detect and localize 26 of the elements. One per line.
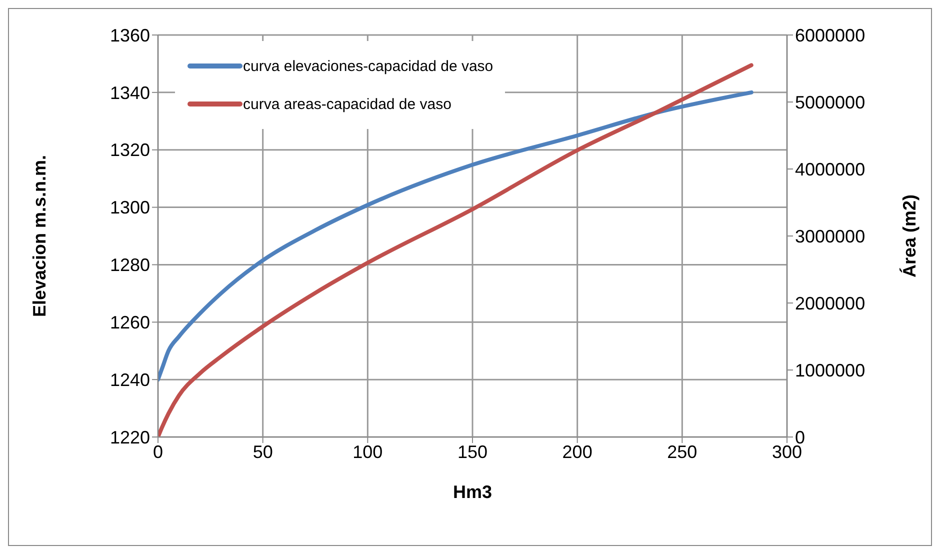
y-tick-label: 1220	[110, 427, 150, 448]
x-tick-label: 200	[562, 442, 592, 462]
y2-tick-label: 1000000	[795, 360, 866, 380]
y-tick-label: 1260	[110, 312, 150, 333]
x-tick-label: 0	[152, 442, 164, 462]
y-tick-label: 1320	[110, 140, 150, 160]
legend-label: curva elevaciones-capacidad de vaso	[243, 58, 494, 74]
y-tick-label: 1360	[110, 25, 150, 46]
x-tick-label: 250	[667, 442, 698, 462]
y-axis-title: Elevacion m.s.n.m.	[29, 154, 50, 318]
y-tick-label: 1340	[110, 82, 150, 103]
y-tick-label: 1280	[110, 255, 150, 276]
x-tick-label: 100	[352, 442, 383, 462]
y2-tick-label: 2000000	[795, 293, 866, 314]
line-series	[158, 90, 754, 382]
y2-axis-title: Área (m2)	[899, 194, 920, 278]
legend-label: curva areas-capacidad de vaso	[243, 96, 452, 112]
y-tick-label: 1300	[110, 198, 150, 218]
y-tick-label: 1240	[110, 370, 150, 390]
x-tick-label: 150	[457, 442, 488, 462]
x-axis-title: Hm3	[452, 482, 492, 502]
y2-tick-label: 3000000	[795, 226, 866, 246]
y2-tick-label: 6000000	[795, 25, 866, 46]
y2-tick-label: 4000000	[795, 159, 866, 180]
y2-tick-label: 5000000	[795, 92, 866, 112]
x-tick-label: 50	[252, 442, 273, 462]
